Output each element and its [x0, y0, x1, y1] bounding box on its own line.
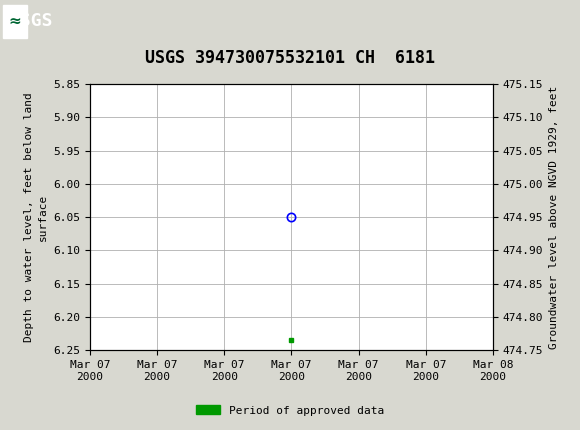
Text: ≈: ≈ — [9, 14, 21, 29]
Text: USGS: USGS — [9, 12, 52, 31]
Bar — [3, 5, 27, 38]
Y-axis label: Groundwater level above NGVD 1929, feet: Groundwater level above NGVD 1929, feet — [549, 86, 559, 349]
Y-axis label: Depth to water level, feet below land
surface: Depth to water level, feet below land su… — [24, 92, 48, 342]
Legend: Period of approved data: Period of approved data — [191, 401, 389, 420]
Text: USGS 394730075532101 CH  6181: USGS 394730075532101 CH 6181 — [145, 49, 435, 67]
